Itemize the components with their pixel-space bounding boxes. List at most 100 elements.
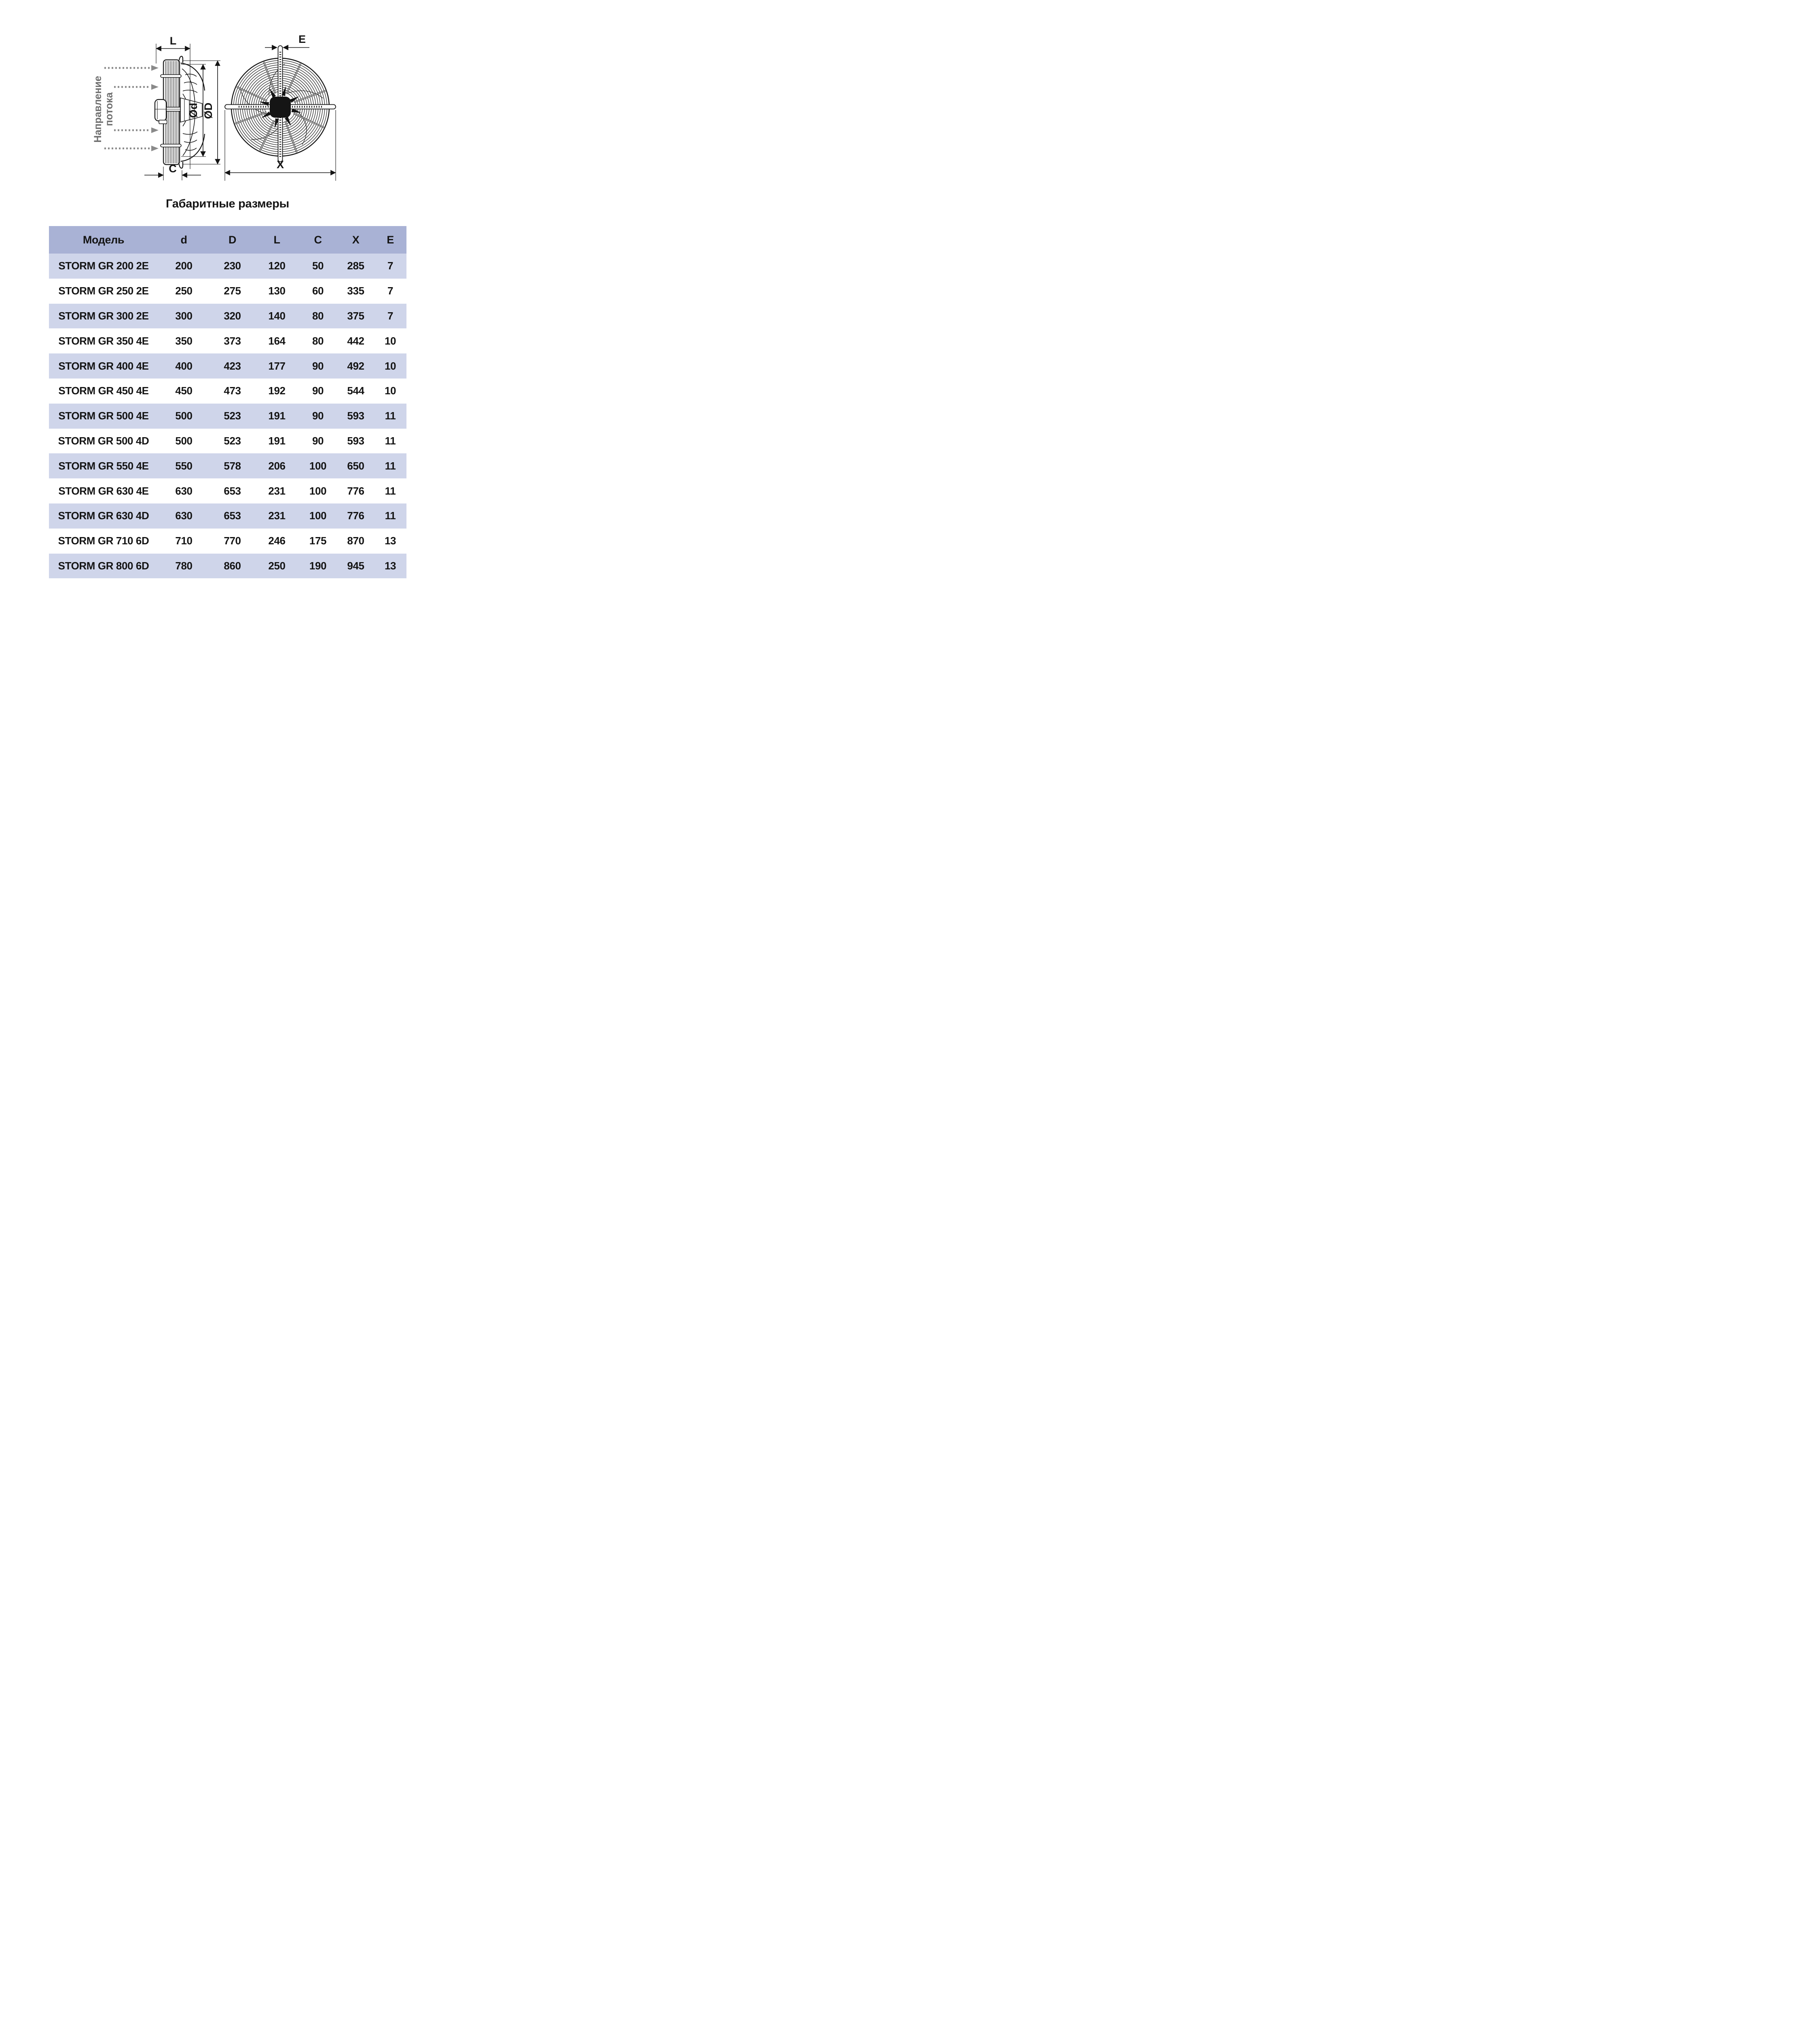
table-row: STORM GR 450 4E 450 473 192 90 544 10 (49, 378, 406, 404)
col-header-C: C (314, 233, 322, 246)
model-cell: STORM GR 300 2E (58, 309, 149, 322)
value-cell: 80 (312, 334, 324, 347)
value-cell: 544 (347, 385, 364, 397)
value-cell: 285 (347, 260, 364, 272)
value-cell: 373 (224, 334, 241, 347)
guard-panel (160, 56, 184, 169)
value-cell: 7 (387, 260, 394, 272)
dimensions-table: Модель d D L C X E STORM GR 200 2E 200 230… (49, 226, 406, 579)
value-cell: 550 (175, 459, 193, 472)
value-cell: 423 (224, 360, 241, 372)
value-cell: 492 (347, 360, 364, 372)
value-cell: 140 (268, 309, 286, 322)
value-cell: 770 (224, 535, 241, 547)
value-cell: 442 (347, 334, 364, 347)
table-row: STORM GR 250 2E 250 275 130 60 335 7 (49, 278, 406, 304)
terminal-box (159, 120, 167, 124)
value-cell: 90 (312, 434, 324, 447)
table-row: STORM GR 200 2E 200 230 120 50 285 7 (49, 254, 406, 279)
model-cell: STORM GR 200 2E (58, 260, 149, 272)
value-cell: 10 (384, 334, 396, 347)
value-cell: 191 (268, 434, 286, 447)
table-row: STORM GR 710 6D 710 770 246 175 870 13 (49, 528, 406, 554)
value-cell: 593 (347, 410, 364, 422)
label-X: X (277, 159, 284, 171)
value-cell: 177 (268, 360, 286, 372)
dimensions-diagram: Направление потока (92, 33, 336, 181)
model-cell: STORM GR 250 2E (58, 285, 149, 297)
value-cell: 578 (224, 459, 241, 472)
table-row: STORM GR 500 4D 500 523 191 90 593 11 (49, 428, 406, 454)
model-cell: STORM GR 400 4E (58, 360, 149, 372)
value-cell: 120 (268, 260, 286, 272)
table-row: STORM GR 630 4E 630 653 231 100 776 11 (49, 478, 406, 503)
table-row: STORM GR 500 4E 500 523 191 90 593 11 (49, 403, 406, 429)
col-header-d: d (180, 233, 187, 246)
table-row: STORM GR 400 4E 400 423 177 90 492 10 (49, 353, 406, 379)
flow-arrows (104, 67, 150, 150)
value-cell: 650 (347, 459, 364, 472)
value-cell: 350 (175, 334, 193, 347)
value-cell: 945 (347, 559, 364, 572)
value-cell: 300 (175, 309, 193, 322)
value-cell: 473 (224, 385, 241, 397)
model-cell: STORM GR 630 4D (58, 510, 149, 522)
value-cell: 90 (312, 410, 324, 422)
table-row: STORM GR 800 6D 780 860 250 190 945 13 (49, 553, 406, 579)
model-cell: STORM GR 710 6D (58, 535, 149, 547)
value-cell: 231 (268, 484, 286, 497)
value-cell: 400 (175, 360, 193, 372)
table-row: STORM GR 630 4D 630 653 231 100 776 11 (49, 503, 406, 529)
value-cell: 175 (309, 535, 327, 547)
dimension-L: L (156, 35, 190, 169)
value-cell: 100 (309, 459, 327, 472)
value-cell: 60 (312, 285, 324, 297)
value-cell: 250 (175, 285, 193, 297)
value-cell: 11 (385, 410, 396, 422)
value-cell: 250 (268, 559, 286, 572)
flow-arrowheads (151, 65, 159, 151)
value-cell: 10 (384, 360, 396, 372)
value-cell: 653 (224, 510, 241, 522)
fan-side-view: Направление потока (92, 35, 220, 180)
flow-direction-label-line2: потока (104, 92, 115, 126)
value-cell: 231 (268, 510, 286, 522)
dimension-E: E (265, 33, 309, 51)
label-Od: Ød (187, 103, 199, 118)
value-cell: 870 (347, 535, 364, 547)
dimension-X: X (224, 110, 336, 181)
model-cell: STORM GR 350 4E (58, 334, 149, 347)
value-cell: 710 (175, 535, 193, 547)
value-cell: 192 (268, 385, 286, 397)
dimension-Od: Ød (181, 64, 206, 157)
table-row: STORM GR 550 4E 550 578 206 100 650 11 (49, 453, 406, 479)
dimension-OD: ØD (183, 60, 220, 165)
value-cell: 630 (175, 484, 193, 497)
value-cell: 11 (385, 434, 396, 447)
table-row: STORM GR 350 4E 350 373 164 80 442 10 (49, 328, 406, 354)
table-header-row: Модель d D L C X E (49, 226, 406, 254)
model-cell: STORM GR 630 4E (58, 484, 149, 497)
model-cell: STORM GR 450 4E (58, 385, 149, 397)
flow-direction-label-line1: Направление (92, 76, 104, 142)
value-cell: 523 (224, 434, 241, 447)
value-cell: 776 (347, 510, 364, 522)
table-body: STORM GR 200 2E 200 230 120 50 285 7 STORM GR 2… (49, 254, 406, 579)
impeller-side (180, 62, 205, 162)
value-cell: 523 (224, 410, 241, 422)
col-header-L: L (273, 233, 280, 246)
value-cell: 206 (268, 459, 286, 472)
guard-bottom-hook (178, 162, 184, 169)
value-cell: 860 (224, 559, 241, 572)
value-cell: 653 (224, 484, 241, 497)
value-cell: 500 (175, 410, 193, 422)
value-cell: 500 (175, 434, 193, 447)
guard-spokes (235, 61, 326, 153)
value-cell: 13 (384, 535, 396, 547)
value-cell: 164 (268, 334, 286, 347)
guard-top-hook (178, 56, 184, 63)
value-cell: 50 (312, 260, 324, 272)
model-cell: STORM GR 550 4E (58, 459, 149, 472)
col-header-E: E (387, 233, 394, 246)
value-cell: 335 (347, 285, 364, 297)
